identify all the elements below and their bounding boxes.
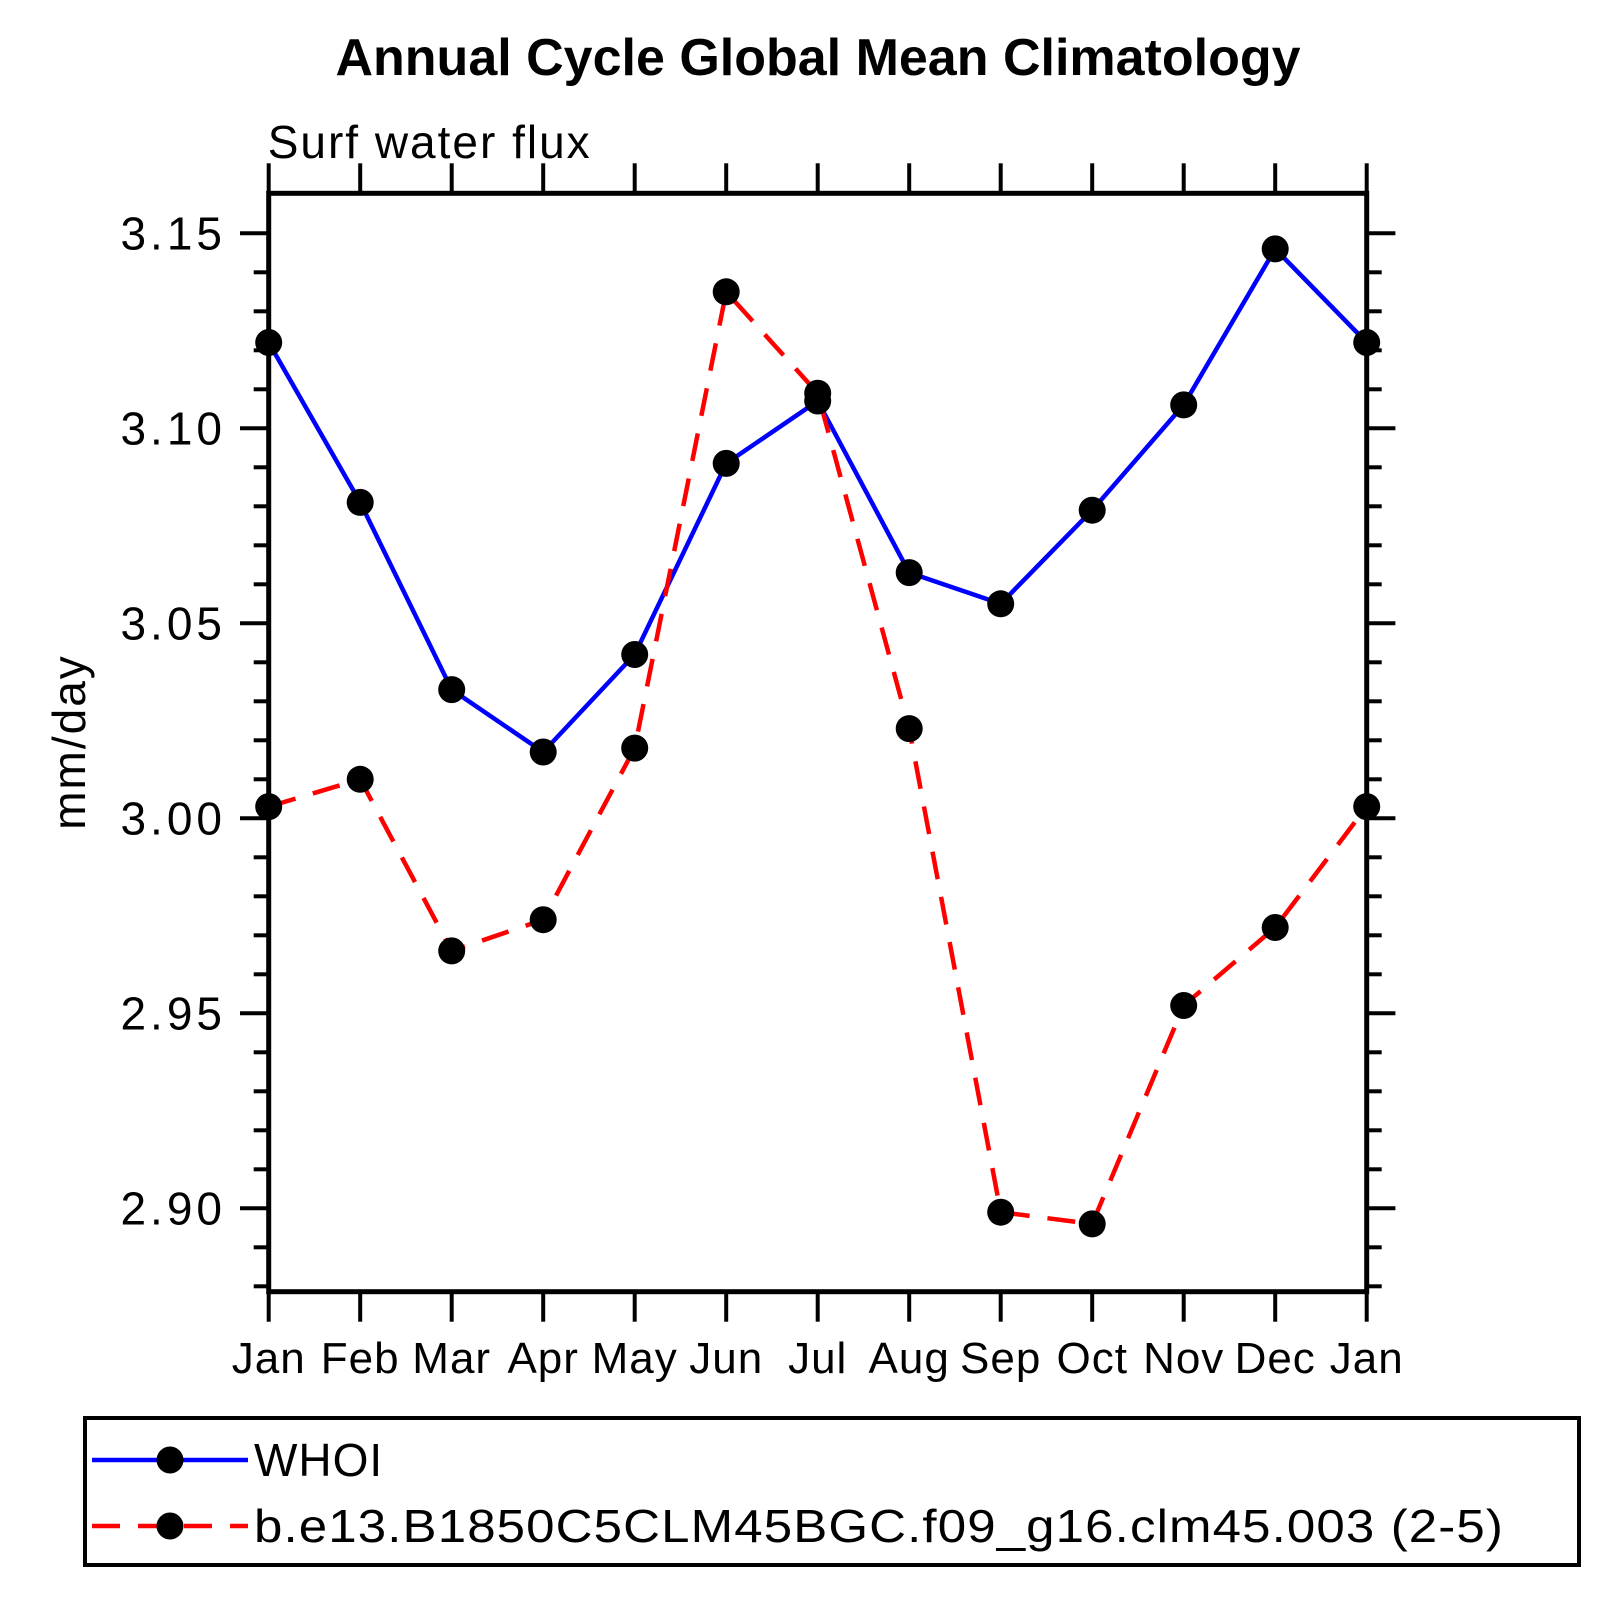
x-tick-label: Dec — [1235, 1334, 1316, 1383]
data-point-marker-model — [712, 278, 740, 306]
data-point-marker-model — [438, 937, 466, 965]
x-tick-label: Nov — [1143, 1334, 1224, 1383]
data-point-marker-model — [1078, 1210, 1106, 1238]
data-point-marker-model — [346, 765, 374, 793]
y-tick-label: 3.00 — [120, 792, 226, 844]
data-point-marker-model — [1170, 992, 1198, 1019]
legend-label-whoi: WHOI — [254, 1434, 383, 1486]
data-point-marker-whoi — [1353, 329, 1381, 356]
data-point-marker-model — [1353, 793, 1381, 821]
data-point-marker-model — [621, 734, 649, 762]
y-tick-label: 2.90 — [120, 1182, 226, 1234]
x-tick-label: Jan — [232, 1334, 306, 1383]
data-point-marker-whoi — [438, 676, 466, 704]
y-tick-label: 3.05 — [120, 597, 226, 649]
data-point-marker-whoi — [346, 488, 374, 516]
x-tick-label: May — [592, 1334, 678, 1383]
data-point-marker-whoi — [895, 559, 923, 587]
x-tick-label: Oct — [1056, 1334, 1127, 1383]
x-tick-label: Jan — [1330, 1334, 1404, 1383]
chart-title: Annual Cycle Global Mean Climatology — [335, 29, 1300, 87]
data-point-marker-model — [529, 906, 557, 934]
x-tick-label: Aug — [869, 1334, 950, 1383]
data-point-marker-model — [255, 793, 283, 821]
data-point-marker-whoi — [1261, 235, 1289, 263]
data-point-marker-whoi — [1078, 496, 1106, 524]
y-tick-label: 3.10 — [120, 402, 226, 454]
x-tick-label: Apr — [507, 1334, 578, 1383]
legend-marker-whoi — [156, 1446, 184, 1474]
legend-marker-model — [156, 1512, 184, 1540]
legend-label-model: b.e13.B1850C5CLM45BGC.f09_g16.clm45.003 … — [254, 1500, 1504, 1552]
series-line-whoi — [266, 246, 1369, 755]
chart-subtitle: Surf water flux — [268, 116, 592, 168]
data-point-marker-model — [895, 715, 923, 743]
x-tick-label: Feb — [321, 1334, 400, 1383]
plot-border — [266, 190, 1370, 1295]
series-line-model — [268, 289, 1369, 1227]
y-tick-label: 3.15 — [120, 207, 226, 259]
y-axis-title: mm/day — [43, 654, 95, 830]
data-point-marker-whoi — [712, 449, 740, 477]
data-point-marker-whoi — [255, 329, 283, 356]
data-point-marker-whoi — [1170, 391, 1198, 419]
data-point-marker-model — [1261, 914, 1289, 941]
data-point-marker-model — [987, 1198, 1015, 1226]
data-point-marker-whoi — [987, 590, 1015, 618]
x-tick-label: Jul — [788, 1334, 847, 1383]
x-tick-label: Sep — [960, 1334, 1041, 1383]
x-tick-label: Mar — [412, 1334, 491, 1383]
data-point-marker-whoi — [621, 641, 649, 668]
y-tick-label: 2.95 — [120, 987, 226, 1039]
legend-box — [83, 1416, 1581, 1567]
x-tick-label: Jun — [689, 1334, 763, 1383]
data-point-marker-model — [804, 379, 832, 407]
data-point-marker-whoi — [529, 738, 557, 766]
